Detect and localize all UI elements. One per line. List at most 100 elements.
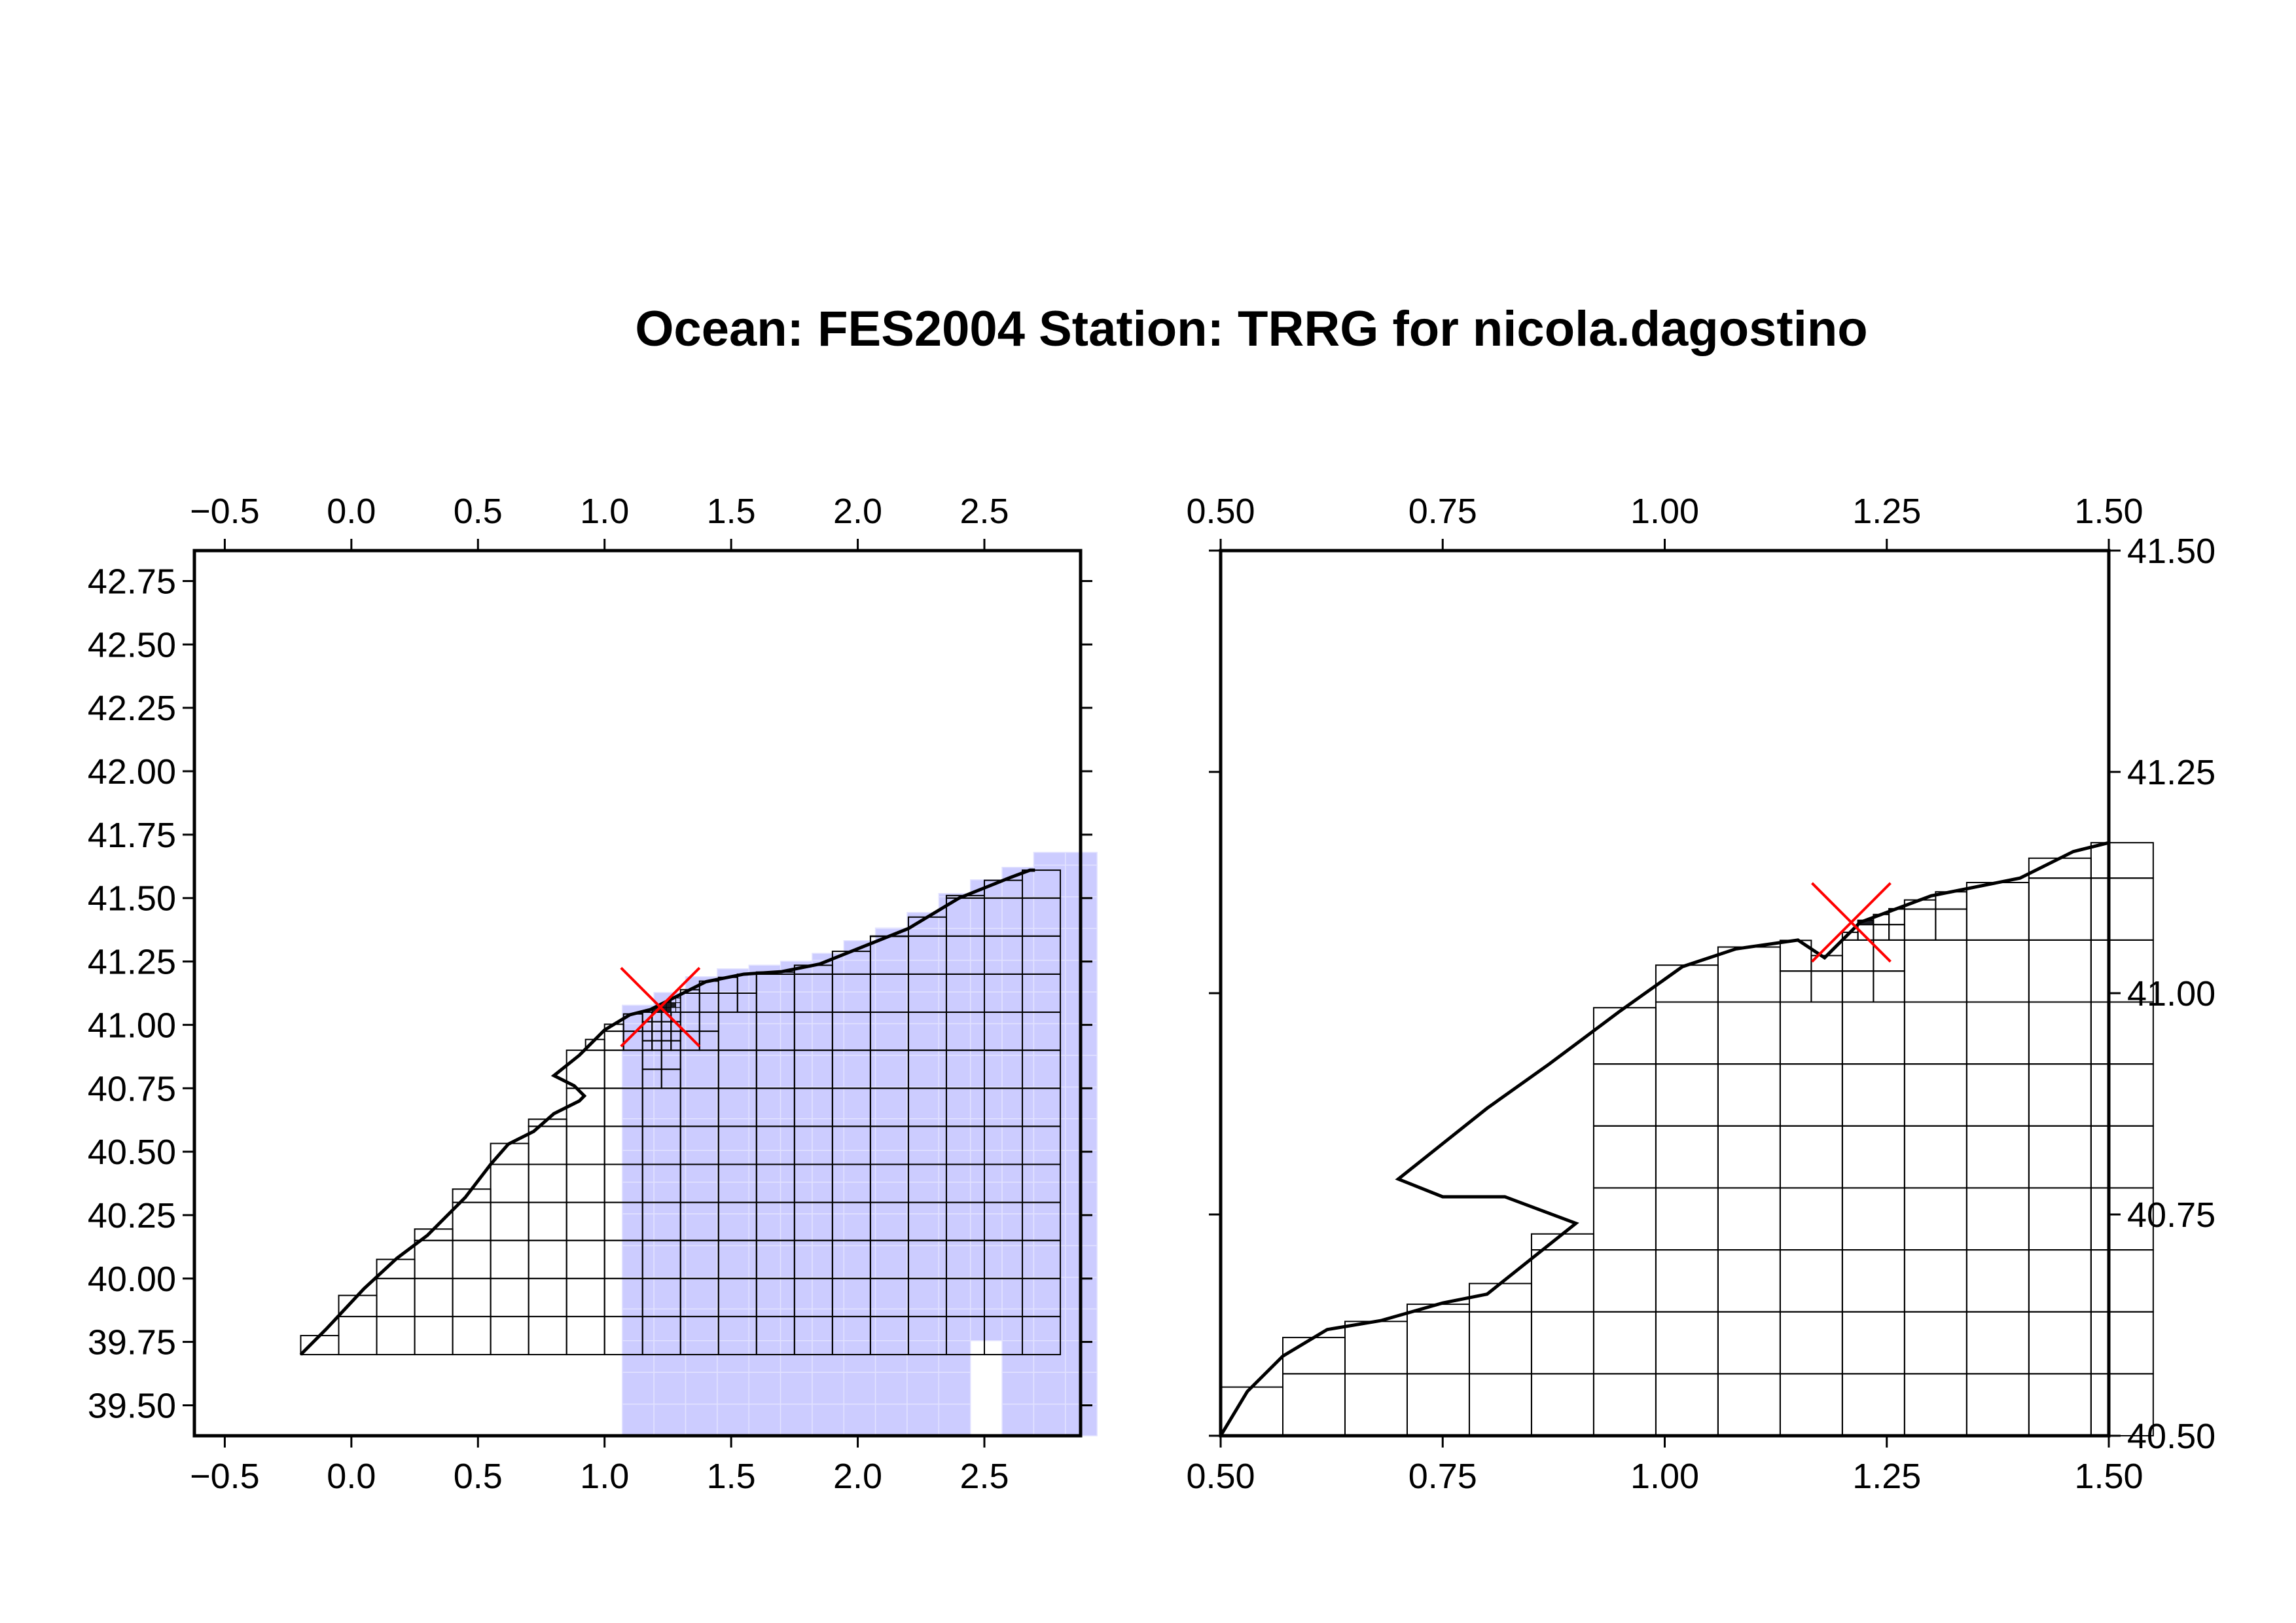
mesh-cell	[2090, 1249, 2154, 1313]
mesh-cell	[1888, 924, 1905, 941]
mesh-cell	[1406, 1311, 1470, 1375]
mesh-cell	[2090, 1311, 2154, 1375]
mesh-cell	[1530, 1311, 1594, 1375]
shaded-cell	[812, 1277, 845, 1310]
mesh-cell	[490, 1142, 529, 1165]
mesh-cell	[1717, 1373, 1781, 1437]
y-tick-label: 39.50	[88, 1387, 176, 1426]
shaded-cell	[653, 1403, 687, 1436]
shaded-cell	[969, 1277, 1003, 1310]
shaded-cell	[748, 1055, 781, 1088]
mesh-cell	[1873, 939, 1905, 972]
shaded-cell	[780, 1055, 813, 1088]
x-tick-label: 1.5	[707, 492, 756, 531]
mesh-cell	[1022, 869, 1062, 899]
mesh-cell	[1592, 1311, 1657, 1375]
mesh-cell	[1344, 1321, 1408, 1375]
shaded-cell	[906, 1308, 940, 1341]
mesh-cell	[1530, 1233, 1594, 1251]
shaded-cell	[938, 928, 971, 961]
shaded-cell	[874, 1055, 908, 1088]
zoom-map-panel: 0.50 0.50 0.75 0.75 1.00 1.00 1.25 1.25 1.50 1.50…	[1186, 492, 2215, 1496]
shaded-cell	[685, 1118, 718, 1151]
mesh-cell	[528, 1277, 567, 1317]
mesh-cell	[1903, 1125, 1967, 1189]
shaded-cell	[906, 1245, 940, 1278]
shaded-cell	[938, 1150, 971, 1183]
mesh-cell	[1841, 1001, 1905, 1065]
shaded-cell	[906, 1086, 940, 1120]
shaded-cell	[717, 1181, 749, 1214]
x-tick-label: 2.5	[960, 492, 1009, 531]
mesh-cell	[1779, 970, 1812, 1003]
mesh-cell	[2028, 1311, 2092, 1375]
mesh-cell	[1841, 939, 1874, 972]
shaded-cell	[717, 1308, 749, 1341]
shaded-cell	[969, 1118, 1003, 1151]
shaded-cell	[717, 1086, 749, 1120]
shaded-cell	[748, 1118, 781, 1151]
mesh-cell	[1965, 939, 2030, 1003]
x-tick-label: 0.0	[327, 492, 376, 531]
map-frame	[1219, 549, 2111, 1438]
shaded-cell	[906, 1150, 940, 1183]
mesh-cell	[1655, 1311, 1719, 1375]
shaded-cell	[812, 1340, 845, 1373]
shaded-cell	[969, 1181, 1003, 1214]
shaded-cell	[938, 1055, 971, 1088]
mesh-cell	[452, 1201, 492, 1241]
mesh-cell	[1779, 1063, 1843, 1127]
x-tick-label: 0.75	[1408, 492, 1477, 531]
shaded-cell	[685, 991, 718, 1025]
shaded-cell	[812, 1403, 845, 1436]
mesh-cell	[2090, 1125, 2154, 1189]
x-tick-label: 0.50	[1186, 492, 1255, 531]
shaded-cell	[906, 928, 940, 961]
y-tick-label: 41.75	[88, 816, 176, 855]
shaded-cell	[1001, 1245, 1035, 1278]
mesh-cell	[565, 1125, 605, 1165]
shaded-cell	[938, 959, 971, 993]
mesh-cell	[2028, 939, 2092, 1003]
mesh-cell	[1903, 939, 1967, 1003]
mesh-cell	[1810, 970, 1843, 1003]
mesh-cell	[1592, 1125, 1657, 1189]
shaded-cell	[717, 991, 749, 1025]
mesh-cell	[1779, 1001, 1843, 1065]
x-tick-label: 0.75	[1408, 1457, 1477, 1496]
y-tick-label: 41.50	[2127, 532, 2215, 571]
mesh-cell	[1655, 1125, 1719, 1189]
mesh-cell	[1841, 970, 1874, 1003]
shaded-cell	[685, 1245, 718, 1278]
shaded-cell	[874, 1245, 908, 1278]
shaded-cell	[906, 1403, 940, 1436]
figure-title: Ocean: FES2004 Station: TRRG for nicola.…	[635, 301, 1867, 357]
mesh-cell	[1903, 1249, 1967, 1313]
shaded-cell	[780, 1308, 813, 1341]
x-tick-label: 2.5	[960, 1457, 1009, 1496]
shaded-cell	[622, 1086, 655, 1120]
mesh-cell	[528, 1201, 567, 1241]
shaded-cell	[717, 1055, 749, 1088]
shaded-cell	[685, 1055, 718, 1088]
shaded-cell	[685, 1372, 718, 1405]
mesh-cell	[565, 1201, 605, 1241]
x-tick-label: 0.5	[454, 1457, 503, 1496]
y-tick-label: 40.25	[88, 1196, 176, 1235]
shaded-cell	[906, 1118, 940, 1151]
mesh-cell	[1406, 1373, 1470, 1437]
shaded-cell	[938, 896, 971, 929]
mesh-cell	[1965, 1373, 2030, 1437]
shaded-cell	[748, 1277, 781, 1310]
shaded-cell	[812, 1308, 845, 1341]
shaded-cell	[843, 1403, 876, 1436]
shaded-cell	[969, 928, 1003, 961]
mesh-cell	[1655, 964, 1719, 1003]
shaded-cell	[622, 1118, 655, 1151]
mesh-cell	[2028, 1063, 2092, 1127]
shaded-cell	[1001, 1181, 1035, 1214]
mesh-cell	[1841, 1373, 1905, 1437]
shaded-cell	[812, 1150, 845, 1183]
shaded-cell	[748, 1372, 781, 1405]
mesh-cell	[2028, 1001, 2092, 1065]
